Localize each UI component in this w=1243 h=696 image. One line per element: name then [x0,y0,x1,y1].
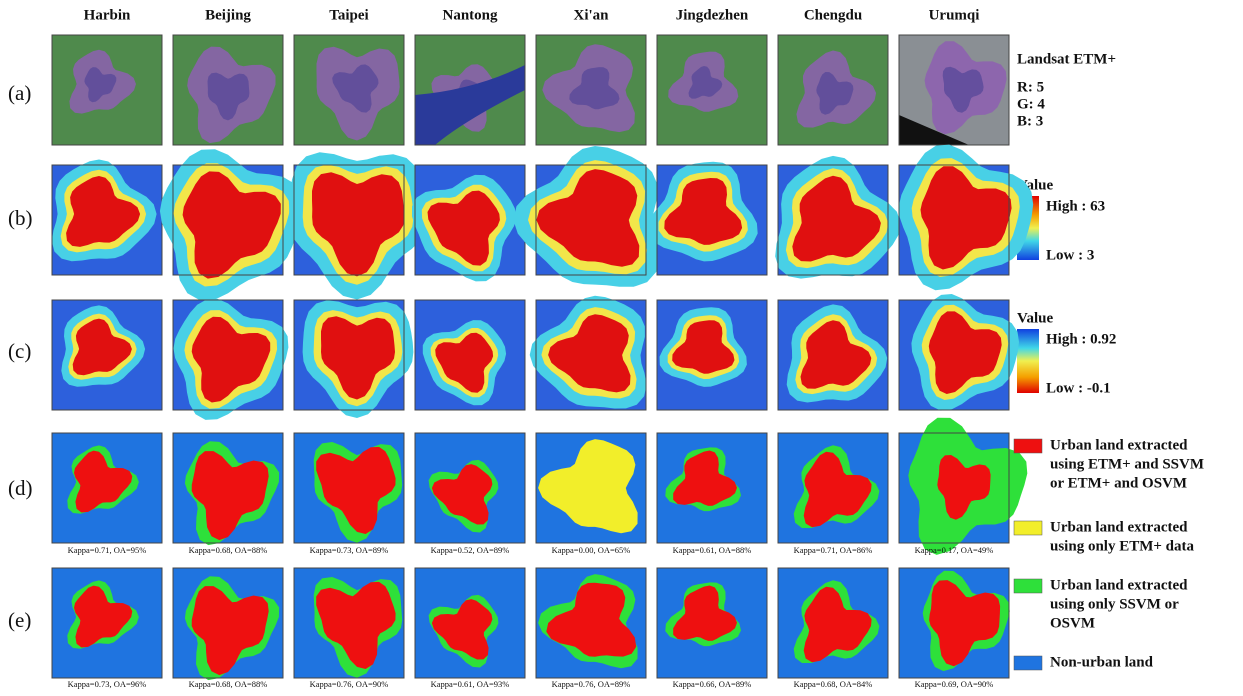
map-panel [294,433,404,543]
legend-low: Low : 3 [1046,247,1094,263]
map-panel [52,35,162,145]
legend-a-title: Landsat ETM+ [1017,51,1116,67]
legend-text: using only ETM+ data [1050,538,1195,554]
legend-text: Non-urban land [1050,654,1154,670]
caption: Kappa=0.66, OA=89% [673,679,752,689]
caption: Kappa=0.69, OA=90% [915,679,994,689]
map-panel [415,300,525,410]
map-panel [289,152,428,299]
map-panel [648,162,767,275]
caption: Kappa=0.00, OA=65% [552,545,631,555]
map-panel [415,35,525,145]
column-title: Beijing [205,7,251,23]
map-panel [899,418,1027,555]
legend-swatch [1014,439,1042,453]
map-panel [294,35,404,145]
map-panel [536,568,646,678]
map-panel [899,145,1033,291]
map-panel [657,433,767,543]
map-panel [899,568,1010,678]
column-title: Nantong [442,7,498,23]
row-label: (b) [8,206,33,230]
caption: Kappa=0.68, OA=88% [189,679,268,689]
figure: Landsat ETM+ R: 5 G: 4 B: 3 Value High :… [0,0,1243,691]
legend-swatch [1014,656,1042,670]
map-panel [657,300,767,410]
map-panel [173,299,288,420]
legend-high: High : 0.92 [1046,331,1116,347]
row-label: (e) [8,608,31,632]
map-panel [775,156,901,279]
map-panel [160,149,304,300]
color-bar [1017,329,1039,393]
legend-text: using ETM+ and SSVM [1050,456,1204,472]
map-panel [657,568,767,678]
legend-text: OSVM [1050,615,1095,631]
map-panel [412,165,525,281]
legend-text: using only SSVM or [1050,596,1179,612]
map-panel [415,568,525,678]
caption: Kappa=0.61, OA=88% [673,545,752,555]
row-label: (a) [8,81,31,105]
column-title: Jingdezhen [676,7,749,23]
map-panel [52,433,162,543]
legend-swatch [1014,521,1042,535]
caption: Kappa=0.73, OA=96% [68,679,147,689]
band: G: 4 [1017,96,1045,112]
legend-text: Urban land extracted [1050,437,1188,453]
legend-text: Urban land extracted [1050,577,1188,593]
map-panel [899,35,1009,145]
row-label: (c) [8,339,31,363]
caption: Kappa=0.76, OA=90% [310,679,389,689]
caption: Kappa=0.71, OA=95% [68,545,147,555]
column-title: Harbin [84,7,131,23]
legend-c-title: Value [1017,310,1053,326]
map-panel [899,294,1019,411]
map-panel [778,35,888,145]
legend-low: Low : -0.1 [1046,380,1111,396]
caption: Kappa=0.68, OA=84% [794,679,873,689]
caption: Kappa=0.71, OA=86% [794,545,873,555]
map-panel [294,568,404,678]
map-panel [536,35,646,145]
caption: Kappa=0.17, OA=49% [915,545,994,555]
map-panel [173,433,283,545]
caption: Kappa=0.76, OA=89% [552,679,631,689]
map-panel [657,35,767,145]
map-panel [52,160,162,276]
map-panel [415,433,525,543]
map-panel [778,300,888,410]
band: B: 3 [1017,113,1043,129]
map-panel [778,433,888,543]
map-panel [173,568,283,680]
caption: Kappa=0.61, OA=93% [431,679,510,689]
legend-swatch [1014,579,1042,593]
row-label: (d) [8,476,33,500]
column-title: Urumqi [929,7,980,23]
map-panel [173,35,283,145]
band: R: 5 [1017,79,1044,95]
map-panel [530,296,647,410]
caption: Kappa=0.73, OA=89% [310,545,389,555]
map-panel [294,300,413,418]
map-panel [52,300,162,410]
column-title: Taipei [329,7,368,23]
caption: Kappa=0.52, OA=89% [431,545,510,555]
column-title: Chengdu [804,7,862,23]
legend-high: High : 63 [1046,198,1105,214]
map-panel [52,568,162,678]
map-panel [536,433,646,543]
legend-text: Urban land extracted [1050,519,1188,535]
legend-text: or ETM+ and OSVM [1050,475,1187,491]
map-panel [778,568,888,678]
column-title: Xi'an [573,7,609,23]
caption: Kappa=0.68, OA=88% [189,545,268,555]
map-panel [513,146,659,287]
